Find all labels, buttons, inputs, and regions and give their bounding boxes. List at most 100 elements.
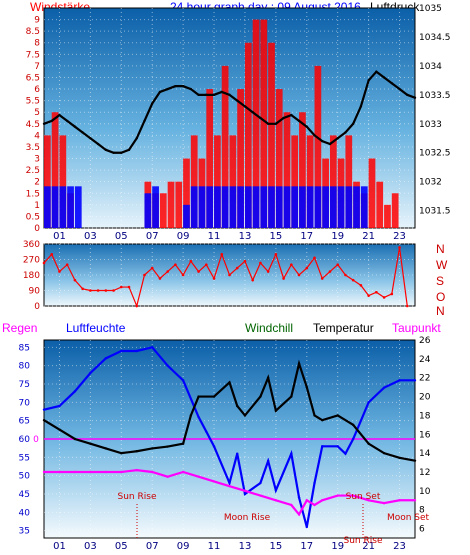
pressure-point-44 bbox=[382, 76, 386, 79]
pressure-point-23 bbox=[220, 90, 223, 94]
dewpoint-point-11 bbox=[212, 480, 216, 483]
pressure-point-7 bbox=[96, 142, 100, 146]
pressure-point-19 bbox=[189, 87, 193, 91]
x-tick-bottom-9: 19 bbox=[331, 541, 344, 552]
direction-point-41 bbox=[359, 284, 363, 287]
direction-point-29 bbox=[266, 270, 270, 273]
wind-bar-44 bbox=[384, 204, 391, 228]
x-tick-bottom-7: 15 bbox=[270, 541, 283, 552]
humidity-point-3 bbox=[89, 371, 92, 375]
wind-bar-26 bbox=[244, 42, 252, 228]
annotation-4: Sun Rise bbox=[344, 536, 383, 546]
pressure-point-46 bbox=[398, 87, 401, 91]
temperature-point-8 bbox=[166, 445, 169, 448]
rain-axis-zero: 0 bbox=[33, 435, 39, 445]
wind-bar-27 bbox=[252, 19, 260, 228]
direction-point-15 bbox=[158, 277, 162, 280]
wind-bar-30 bbox=[275, 89, 283, 228]
dewpoint-point-0 bbox=[42, 470, 46, 474]
temperature-point-4 bbox=[104, 447, 108, 450]
temperature-point-25 bbox=[351, 423, 355, 427]
direction-point-32 bbox=[290, 263, 293, 266]
direction-point-3 bbox=[65, 263, 69, 266]
direction-point-25 bbox=[235, 266, 239, 270]
pressure-point-40 bbox=[351, 122, 355, 125]
humidity-point-20 bbox=[297, 496, 301, 499]
dewpoint-point-23 bbox=[367, 499, 370, 502]
pressure-point-10 bbox=[120, 151, 123, 154]
legend-windchill: Windchill bbox=[245, 321, 294, 335]
humidity-point-14 bbox=[236, 452, 239, 455]
dewpoint-point-13 bbox=[243, 489, 247, 493]
direction-point-27 bbox=[251, 278, 254, 282]
humidity-point-7 bbox=[151, 346, 154, 349]
dewpoint-point-25 bbox=[398, 499, 401, 502]
wind-bar-42 bbox=[368, 158, 376, 228]
direction-point-35 bbox=[313, 256, 316, 260]
y-tick-pressure-2: 1032.5 bbox=[419, 149, 451, 159]
direction-point-17 bbox=[174, 263, 177, 266]
direction-point-12 bbox=[135, 304, 139, 308]
y-tick-wind-10: 5 bbox=[34, 108, 40, 118]
temperature-point-19 bbox=[290, 395, 293, 398]
y-tick-pressure-0: 1031.5 bbox=[419, 207, 451, 217]
y-tick-wind-3: 1.5 bbox=[26, 189, 40, 199]
pressure-point-48 bbox=[413, 96, 417, 99]
humidity-point-26 bbox=[351, 437, 355, 441]
wind-bar-25 bbox=[237, 89, 244, 228]
y-tick-humidity-8: 75 bbox=[19, 380, 30, 390]
y-tick-wind-9: 4.5 bbox=[26, 120, 40, 130]
temperature-point-22 bbox=[313, 414, 316, 417]
wind-bar-21 bbox=[206, 89, 214, 228]
y-tick-humidity-4: 55 bbox=[19, 453, 30, 463]
temperature-point-29 bbox=[413, 459, 417, 462]
gust-bar-24 bbox=[314, 186, 322, 228]
x-tick-bottom-6: 13 bbox=[239, 541, 252, 552]
pressure-point-39 bbox=[344, 131, 347, 134]
gust-bar-17 bbox=[260, 186, 268, 228]
y-tick-humidity-5: 60 bbox=[19, 435, 31, 445]
humidity-point-8 bbox=[166, 364, 169, 367]
direction-point-21 bbox=[205, 263, 208, 266]
wind-bar-35 bbox=[314, 65, 322, 228]
dewpoint-point-17 bbox=[297, 513, 301, 516]
gust-bar-19 bbox=[275, 186, 283, 228]
humidity-point-27 bbox=[367, 401, 370, 404]
direction-point-34 bbox=[305, 266, 309, 270]
pressure-point-21 bbox=[205, 93, 208, 97]
y-tick-humidity-1: 40 bbox=[19, 508, 31, 518]
direction-point-16 bbox=[166, 270, 169, 273]
wind-bar-43 bbox=[376, 181, 384, 228]
humidity-point-12 bbox=[212, 445, 216, 448]
gust-bar-26 bbox=[329, 186, 337, 228]
humidity-point-29 bbox=[398, 379, 401, 382]
pressure-point-3 bbox=[65, 119, 69, 123]
dewpoint-point-16 bbox=[290, 503, 293, 507]
gust-bar-15 bbox=[244, 186, 252, 228]
direction-point-1 bbox=[50, 253, 54, 256]
humidity-point-25 bbox=[344, 452, 347, 455]
pressure-point-1 bbox=[50, 119, 53, 123]
gust-bar-28 bbox=[345, 186, 353, 228]
pressure-point-35 bbox=[313, 134, 316, 137]
wind-bar-45 bbox=[391, 193, 399, 228]
temperature-point-9 bbox=[181, 442, 185, 445]
pressure-point-9 bbox=[112, 151, 115, 154]
x-tick-top-1: 03 bbox=[84, 231, 97, 242]
humidity-point-5 bbox=[120, 349, 123, 353]
direction-point-22 bbox=[212, 277, 216, 280]
dewpoint-point-3 bbox=[89, 470, 92, 474]
y-tick-temperature-5: 16 bbox=[419, 430, 431, 440]
temperature-point-15 bbox=[243, 414, 247, 417]
y-tick-temperature-1: 8 bbox=[419, 506, 425, 516]
gust-bar-30 bbox=[360, 186, 368, 228]
humidity-point-2 bbox=[73, 390, 77, 393]
y-tick-humidity-7: 70 bbox=[19, 398, 31, 408]
gust-bar-23 bbox=[306, 186, 314, 228]
direction-point-26 bbox=[243, 259, 247, 263]
wind-bar-22 bbox=[214, 135, 221, 228]
humidity-point-28 bbox=[382, 386, 386, 389]
dewpoint-point-20 bbox=[321, 499, 324, 502]
x-tick-top-8: 17 bbox=[300, 231, 313, 242]
x-tick-top-6: 13 bbox=[239, 231, 252, 242]
